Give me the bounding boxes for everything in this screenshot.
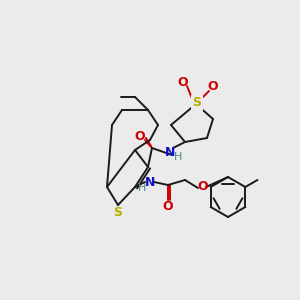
Text: O: O [163,200,173,212]
Text: O: O [135,130,145,143]
Text: H: H [138,183,146,193]
Text: N: N [145,176,155,188]
Text: H: H [174,152,182,162]
Text: O: O [208,80,218,94]
Text: O: O [198,179,208,193]
Text: S: S [193,97,202,110]
Text: O: O [178,76,188,88]
Text: N: N [165,146,175,158]
Text: S: S [113,206,122,218]
